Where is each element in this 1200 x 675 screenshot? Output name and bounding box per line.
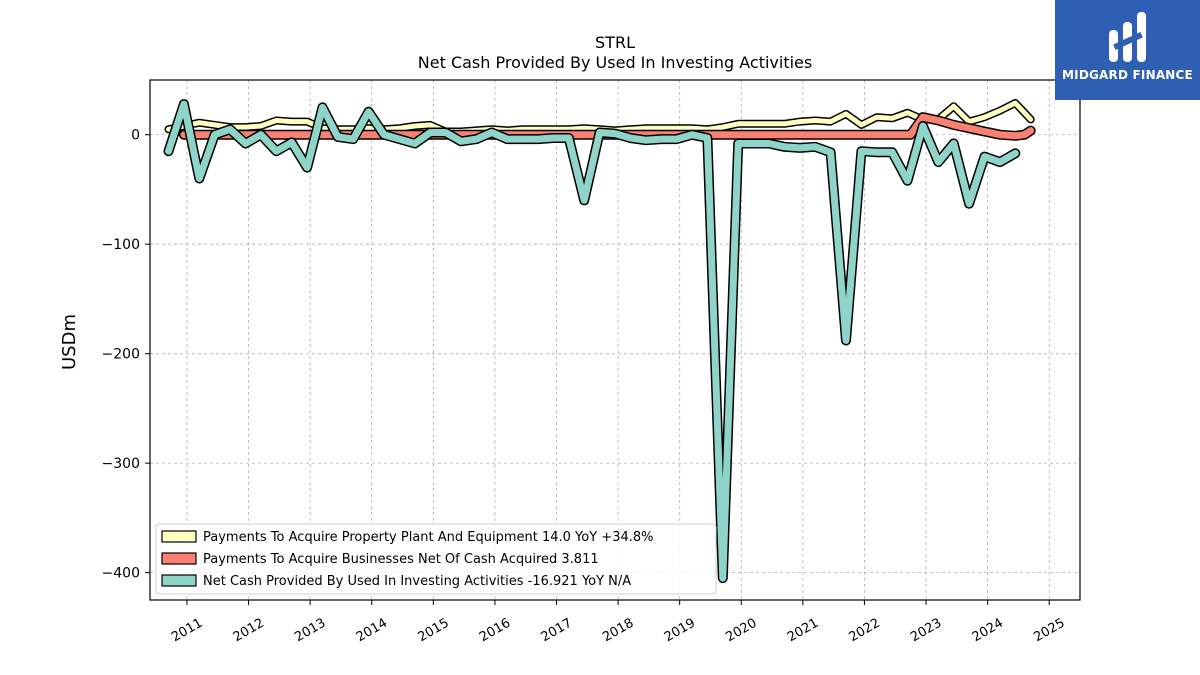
series-line-2 bbox=[165, 100, 1019, 582]
legend-swatch-businesses bbox=[161, 552, 197, 565]
legend-box bbox=[155, 523, 717, 595]
x-tick-label: 2015 bbox=[415, 616, 451, 646]
brand-logo: MIDGARD FINANCE bbox=[1055, 0, 1200, 100]
chart-title: STRL bbox=[595, 33, 635, 52]
x-tick-label: 2025 bbox=[1031, 616, 1067, 646]
legend-label-businesses: Payments To Acquire Businesses Net Of Ca… bbox=[203, 552, 599, 567]
x-tick-label: 2021 bbox=[785, 616, 821, 646]
x-tick-label: 2016 bbox=[477, 616, 513, 646]
x-tick-label: 2022 bbox=[847, 616, 883, 646]
legend-label-net-cash: Net Cash Provided By Used In Investing A… bbox=[203, 574, 631, 589]
x-tick-label: 2012 bbox=[231, 616, 267, 646]
x-tick-label: 2019 bbox=[662, 616, 698, 646]
brand-name: MIDGARD FINANCE bbox=[1062, 68, 1193, 82]
y-tick-label: 0 bbox=[131, 128, 140, 144]
legend-label-ppe: Payments To Acquire Property Plant And E… bbox=[203, 530, 654, 545]
legend: Payments To Acquire Property Plant And E… bbox=[155, 523, 717, 595]
y-axis-label: USDm bbox=[59, 314, 80, 370]
x-tick-label: 2020 bbox=[723, 616, 759, 646]
midgard-m-logo-icon bbox=[1109, 12, 1146, 62]
series-lines bbox=[163, 99, 1036, 584]
x-axis-ticks: 2011 2012 2013 2014 2015 2016 2017 2018 2019 2020… bbox=[169, 600, 1068, 646]
plot-area-frame bbox=[149, 79, 1081, 601]
x-tick-label: 2011 bbox=[169, 616, 205, 646]
chart-subtitle: Net Cash Provided By Used In Investing A… bbox=[418, 53, 812, 72]
series-line-0 bbox=[166, 100, 1034, 134]
y-tick-label: −300 bbox=[102, 456, 140, 472]
legend-swatch-net-cash bbox=[161, 574, 197, 587]
x-tick-label: 2014 bbox=[354, 616, 390, 646]
y-axis-ticks: 0 −100 −200 −300 −400 bbox=[102, 128, 150, 582]
y-tick-label: −100 bbox=[102, 237, 140, 253]
x-tick-label: 2024 bbox=[970, 616, 1006, 646]
y-tick-label: −400 bbox=[102, 566, 140, 582]
x-tick-label: 2013 bbox=[292, 616, 328, 646]
legend-swatch-ppe bbox=[161, 530, 197, 543]
x-tick-label: 2018 bbox=[600, 616, 636, 646]
x-tick-label: 2023 bbox=[908, 616, 944, 646]
x-tick-label: 2017 bbox=[539, 616, 575, 646]
y-tick-label: −200 bbox=[102, 347, 140, 363]
